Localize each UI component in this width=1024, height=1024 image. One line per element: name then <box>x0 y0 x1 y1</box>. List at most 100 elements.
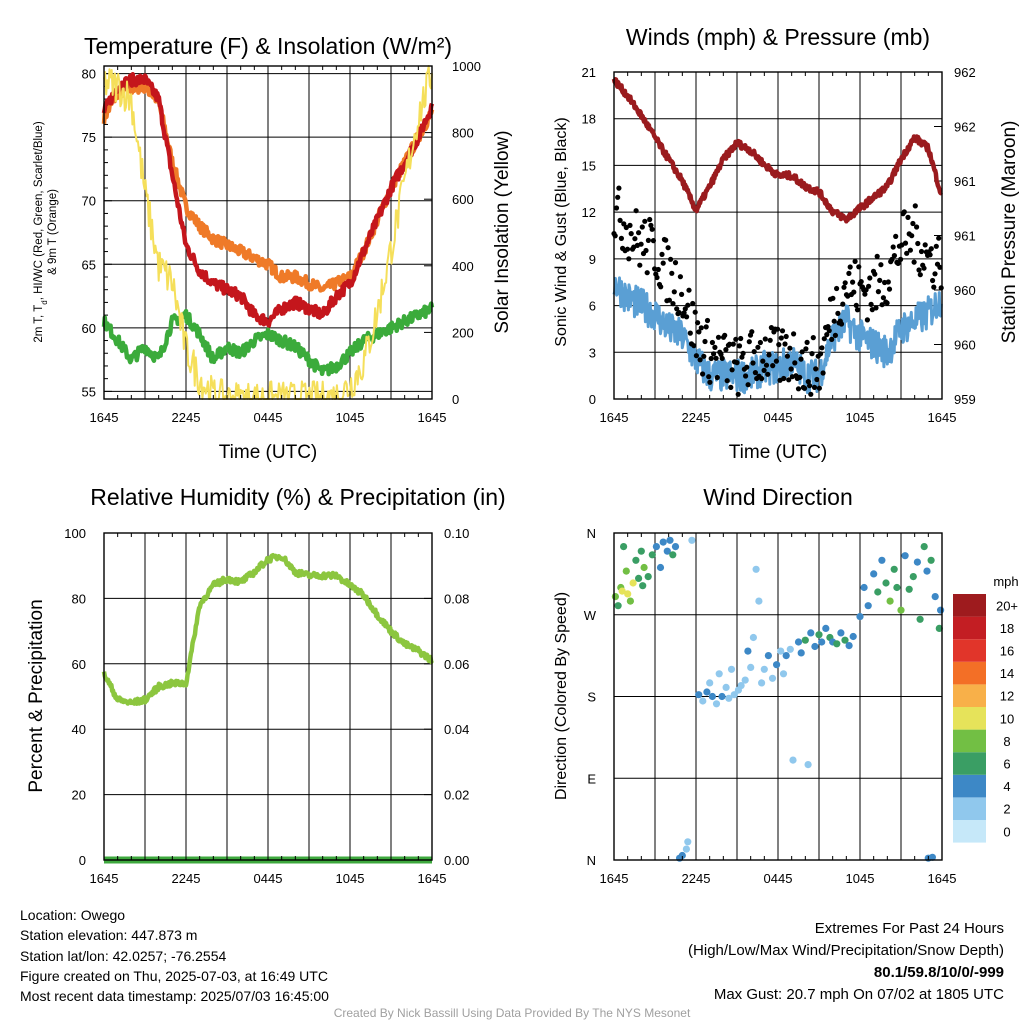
direction-point <box>928 853 937 861</box>
direction-point <box>703 688 711 696</box>
gust-point <box>878 262 884 268</box>
gust-point <box>868 301 874 307</box>
gust-point <box>733 336 739 342</box>
gust-point <box>677 274 684 280</box>
direction-point <box>656 563 665 572</box>
y-tick-label: 12 <box>582 205 596 220</box>
gust-point <box>767 337 773 343</box>
chart-title: Temperature (F) & Insolation (W/m²) <box>84 33 452 59</box>
gust-point <box>776 342 782 348</box>
gust-point <box>672 260 679 266</box>
gust-point <box>877 277 883 283</box>
direction-point <box>909 573 917 581</box>
gust-point <box>886 286 893 292</box>
colorbar-label: 2 <box>1003 802 1010 817</box>
gust-point <box>655 266 661 273</box>
gust-point <box>734 360 740 366</box>
gust-point <box>637 262 643 268</box>
gust-point <box>644 270 650 276</box>
gust-point <box>842 280 848 286</box>
created-label: Figure created on Thu, 2025-07-03, at 16… <box>20 967 328 984</box>
gust-point <box>647 216 653 223</box>
gust-point <box>624 246 631 252</box>
direction-point <box>648 551 656 559</box>
gust-point <box>850 279 856 285</box>
direction-point <box>684 838 692 846</box>
direction-point <box>794 638 803 646</box>
gust-point <box>670 301 676 307</box>
direction-point <box>666 536 674 544</box>
y-tick-label: 15 <box>582 158 596 173</box>
gust-point <box>704 317 711 324</box>
gust-point <box>854 307 861 313</box>
gust-point <box>745 382 751 388</box>
gust-point <box>818 351 824 357</box>
gust-point <box>779 328 786 334</box>
gust-point <box>709 339 716 346</box>
colorbar-swatch <box>953 661 986 685</box>
gust-point <box>740 350 746 356</box>
gust-point <box>851 289 857 295</box>
direction-point <box>878 556 886 564</box>
direction-point <box>822 624 830 633</box>
series-sonic-wind <box>612 276 943 395</box>
gust-point <box>755 344 761 350</box>
gust-point <box>685 302 691 308</box>
gust-point <box>916 267 922 273</box>
x-tick-label: 1645 <box>928 410 957 425</box>
direction-point <box>644 573 652 581</box>
gust-point <box>831 318 837 324</box>
gust-point <box>921 265 927 271</box>
gust-point <box>730 341 736 347</box>
colorbar-swatch <box>953 616 986 640</box>
gust-point <box>728 384 734 390</box>
max-gust-label: Max Gust: 20.7 mph On 07/02 at 1805 UTC <box>713 986 1004 1003</box>
x-tick-label: 0445 <box>764 410 793 425</box>
panel-4: N E S W N 1645 2245 0445 1045 1645 Wind Direction D… <box>553 484 1019 886</box>
y2-tick-label: 1000 <box>452 59 481 74</box>
gust-point <box>820 370 826 376</box>
gust-point <box>918 248 925 255</box>
y-tick-label: 55 <box>82 384 96 399</box>
direction-point <box>737 682 745 690</box>
gust-point <box>645 237 652 243</box>
y2-tick-label: 961 <box>954 229 976 244</box>
colorbar-unit: mph <box>993 574 1018 589</box>
chart-title: Relative Humidity (%) & Precipitation (i… <box>90 484 505 510</box>
direction-point <box>927 556 935 564</box>
direction-point <box>811 642 819 651</box>
gust-point <box>781 375 787 382</box>
gust-point <box>628 231 634 237</box>
direction-point <box>818 638 826 646</box>
chart-title: Winds (mph) & Pressure (mb) <box>626 24 930 50</box>
direction-point <box>841 636 849 644</box>
gust-point <box>834 285 840 292</box>
y-tick-label: 18 <box>582 112 596 127</box>
gust-point <box>695 320 701 326</box>
colorbar-swatch <box>953 684 986 707</box>
recent-data-label: Most recent data timestamp: 2025/07/03 1… <box>20 988 329 1005</box>
gust-point <box>666 297 673 303</box>
direction-points <box>611 536 945 862</box>
gust-point <box>905 214 911 220</box>
colorbar-label: 16 <box>1000 644 1014 659</box>
direction-point <box>755 597 763 605</box>
gust-point <box>613 205 620 211</box>
direction-point <box>682 845 691 853</box>
y-tick-label: 20 <box>72 788 86 803</box>
y-axis-label-line2: & 9m T (Orange) <box>47 189 59 275</box>
y-axis-label: Percent & Precipitation <box>26 599 47 792</box>
gust-point <box>816 385 823 391</box>
gust-point <box>829 336 835 342</box>
gust-point <box>738 335 744 342</box>
gust-point <box>914 224 920 230</box>
elevation-label: Station elevation: 447.873 m <box>20 927 198 944</box>
direction-point <box>764 652 773 660</box>
gust-point <box>636 230 642 236</box>
y2-tick-label: 600 <box>452 192 474 207</box>
colorbar-label: 12 <box>1000 689 1014 704</box>
gust-point <box>880 295 887 301</box>
panel-3: 0 20 40 60 80 100 0.00 0.02 0.04 0.06 0.08 0.10 1645… <box>26 484 506 886</box>
gust-point <box>691 343 697 349</box>
